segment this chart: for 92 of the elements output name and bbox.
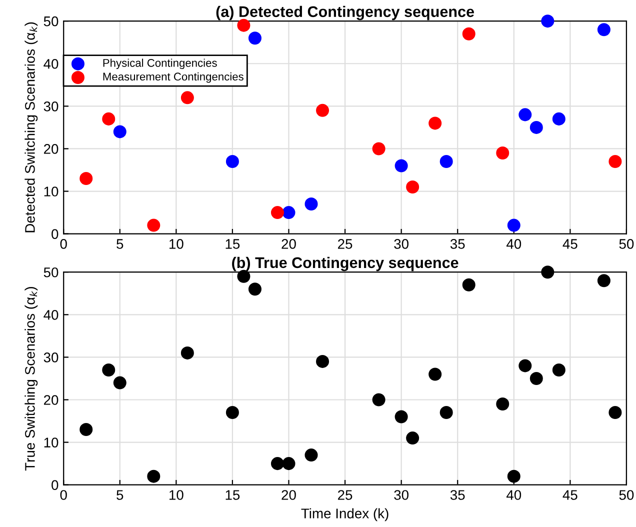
point <box>102 112 116 126</box>
point <box>394 159 408 172</box>
point <box>496 397 510 411</box>
point <box>316 354 330 368</box>
point <box>147 218 160 232</box>
y-tick-label: 30 <box>44 102 58 112</box>
point <box>462 27 476 40</box>
point <box>518 108 532 122</box>
x-tick-label: 20 <box>282 490 296 500</box>
point <box>406 432 420 445</box>
point <box>428 116 442 130</box>
x-tick-label: 0 <box>60 239 67 249</box>
y-tick-label: 10 <box>44 438 58 448</box>
x-tick-label: 25 <box>338 490 352 500</box>
x-tick-label: 5 <box>116 239 124 249</box>
x-tick-label: 40 <box>506 490 522 500</box>
y-tick-label: 50 <box>44 16 58 26</box>
point <box>406 180 420 194</box>
y-axis-title: True Switching Scenarios (α$_{k}$) <box>24 287 38 471</box>
point <box>597 23 610 36</box>
point <box>282 206 296 220</box>
x-tick-label: 50 <box>619 239 634 249</box>
point <box>80 423 93 436</box>
point <box>518 359 532 372</box>
x-tick-label: 15 <box>226 490 240 500</box>
x-tick-label: 20 <box>282 239 296 249</box>
x-tick-label: 45 <box>562 490 578 500</box>
point <box>394 410 408 424</box>
point <box>597 274 610 288</box>
point <box>270 206 284 220</box>
point <box>113 125 126 138</box>
point <box>496 146 510 160</box>
point <box>304 198 318 211</box>
point <box>552 112 566 126</box>
point <box>372 142 386 156</box>
x-tick-label: 45 <box>562 239 578 249</box>
x-tick-label: 35 <box>450 239 465 249</box>
y-tick-label: 30 <box>44 352 58 362</box>
x-tick-label: 25 <box>338 239 352 249</box>
point <box>608 406 622 420</box>
x-tick-label: 0 <box>60 490 67 500</box>
legend-label: Measurement Contingencies <box>103 72 244 83</box>
x-tick-label: 35 <box>450 490 465 500</box>
point <box>80 172 93 186</box>
point <box>552 363 566 376</box>
x-tick-label: 30 <box>394 490 408 500</box>
point <box>180 91 194 104</box>
x-tick-label: 10 <box>170 239 184 249</box>
point <box>226 406 239 420</box>
point <box>608 154 622 168</box>
chart-title: (b) True Contingency sequence <box>232 256 458 272</box>
point <box>248 32 262 45</box>
x-tick-label: 40 <box>506 239 522 249</box>
point <box>304 448 318 462</box>
point <box>282 457 296 470</box>
y-tick-label: 0 <box>52 229 58 239</box>
point <box>180 346 194 360</box>
point <box>270 457 284 470</box>
y-tick-label: 10 <box>44 186 58 196</box>
point <box>507 218 520 232</box>
point <box>507 470 520 483</box>
y-tick-label: 40 <box>44 58 58 69</box>
point <box>541 266 554 279</box>
point <box>316 104 330 117</box>
point <box>372 393 386 406</box>
legend-label: Physical Contingencies <box>103 58 217 70</box>
point <box>541 14 554 28</box>
y-tick-label: 20 <box>44 395 58 405</box>
y-tick-label: 0 <box>52 480 58 490</box>
point <box>237 18 250 32</box>
chart-title: (a) Detected Contingency sequence <box>216 6 474 20</box>
x-tick-label: 50 <box>619 490 634 500</box>
point <box>440 406 453 420</box>
point <box>113 376 126 390</box>
x-tick-label: 5 <box>116 490 124 500</box>
point <box>440 154 453 168</box>
x-axis-title: Time Index (k) <box>301 508 388 522</box>
y-tick-label: 40 <box>44 310 58 320</box>
point <box>428 368 442 381</box>
y-tick-label: 50 <box>44 267 58 278</box>
point <box>102 363 116 376</box>
y-axis-title: Detected Switching Scenarios (α$_{k}$) <box>24 22 38 232</box>
x-tick-label: 30 <box>394 239 408 249</box>
point <box>248 282 262 296</box>
point <box>462 278 476 292</box>
point <box>147 470 160 483</box>
x-tick-label: 10 <box>170 490 184 500</box>
y-tick-label: 20 <box>44 144 58 154</box>
point <box>226 154 239 168</box>
point <box>530 120 543 134</box>
point <box>530 372 543 385</box>
x-tick-label: 15 <box>226 239 240 249</box>
